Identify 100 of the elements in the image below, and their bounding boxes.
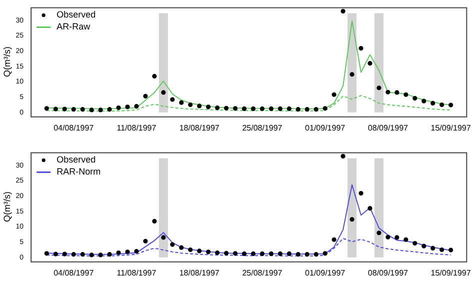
- point: [161, 235, 166, 240]
- point: [368, 206, 372, 211]
- point: [376, 230, 382, 236]
- x-tick-label: 18/08/1997: [179, 268, 220, 278]
- point: [278, 106, 282, 112]
- point: [440, 247, 444, 252]
- y-axis-title: Q(m³/s): [2, 192, 12, 222]
- point: [260, 106, 265, 112]
- point: [286, 106, 292, 112]
- point: [440, 102, 444, 108]
- point: [107, 252, 112, 257]
- point: [206, 104, 211, 110]
- legend-label: Observed: [56, 10, 96, 20]
- point: [134, 248, 139, 254]
- point: [197, 248, 202, 254]
- point: [188, 247, 193, 252]
- point: [394, 90, 400, 95]
- point: [260, 251, 265, 256]
- point: [368, 61, 372, 66]
- point: [62, 252, 67, 256]
- point: [71, 252, 76, 257]
- point: [179, 100, 184, 105]
- point: [44, 251, 49, 256]
- point: [215, 106, 220, 110]
- x-tick-label: 18/08/1997: [179, 123, 220, 132]
- point: [412, 96, 418, 101]
- point: [404, 237, 408, 242]
- x-tick-label: 25/08/1997: [242, 268, 283, 278]
- point: [232, 106, 238, 111]
- point: [152, 74, 157, 79]
- point: [304, 107, 310, 112]
- point: [179, 245, 184, 250]
- point: [448, 102, 454, 108]
- point: [430, 100, 436, 106]
- x-tick-label: 01/09/1997: [305, 268, 346, 278]
- x-tick-label: 01/09/1997: [305, 123, 346, 132]
- point: [62, 106, 67, 112]
- point: [224, 250, 229, 256]
- point: [350, 217, 354, 222]
- point: [152, 218, 157, 224]
- x-tick-label: 11/08/1997: [116, 268, 157, 278]
- point: [404, 92, 408, 97]
- point: [304, 252, 310, 257]
- point: [143, 238, 148, 244]
- x-tick-label: 08/09/1997: [368, 268, 409, 278]
- x-tick-label: 25/08/1997: [242, 123, 283, 132]
- point: [332, 92, 336, 97]
- point: [188, 102, 193, 108]
- point: [250, 106, 256, 112]
- point: [358, 46, 364, 51]
- point: [430, 246, 436, 251]
- point: [448, 248, 454, 252]
- point: [125, 250, 130, 254]
- point: [296, 107, 300, 112]
- point: [340, 154, 346, 158]
- point: [98, 108, 103, 112]
- point: [412, 241, 418, 246]
- point: [322, 106, 328, 111]
- point: [422, 98, 426, 104]
- x-tick-label: 15/09/1997: [430, 268, 472, 278]
- point: [322, 251, 328, 256]
- point: [314, 107, 318, 112]
- point: [80, 252, 85, 257]
- y-axis-title: Q(m³/s): [2, 46, 12, 78]
- point: [268, 106, 274, 112]
- legend-label: Observed: [56, 154, 96, 165]
- point: [394, 235, 400, 240]
- point: [278, 251, 282, 256]
- point: [242, 251, 247, 256]
- x-tick-label: 11/08/1997: [116, 123, 157, 132]
- point: [224, 106, 229, 110]
- point: [134, 104, 139, 109]
- point: [350, 72, 354, 77]
- legend-label: RAR-Norm: [56, 166, 101, 177]
- point: [161, 90, 166, 95]
- legend-label: AR-Raw: [56, 22, 91, 32]
- point: [206, 250, 211, 254]
- point: [232, 251, 238, 256]
- x-tick-label: 08/09/1997: [368, 123, 409, 132]
- x-tick-label: 04/08/1997: [54, 268, 94, 278]
- point: [71, 107, 76, 112]
- point: [242, 106, 247, 112]
- point: [332, 237, 336, 242]
- point: [53, 106, 58, 112]
- point: [215, 250, 220, 256]
- point: [116, 106, 121, 110]
- point: [422, 244, 426, 248]
- point: [89, 108, 94, 112]
- point: [358, 191, 364, 196]
- point: [386, 234, 390, 240]
- point: [340, 8, 346, 14]
- point: [80, 107, 85, 112]
- point: [197, 104, 202, 108]
- point: [125, 104, 130, 110]
- point: [250, 251, 256, 256]
- point: [53, 252, 58, 256]
- point: [314, 252, 318, 257]
- point: [376, 86, 382, 90]
- point: [107, 107, 112, 112]
- point: [170, 97, 175, 102]
